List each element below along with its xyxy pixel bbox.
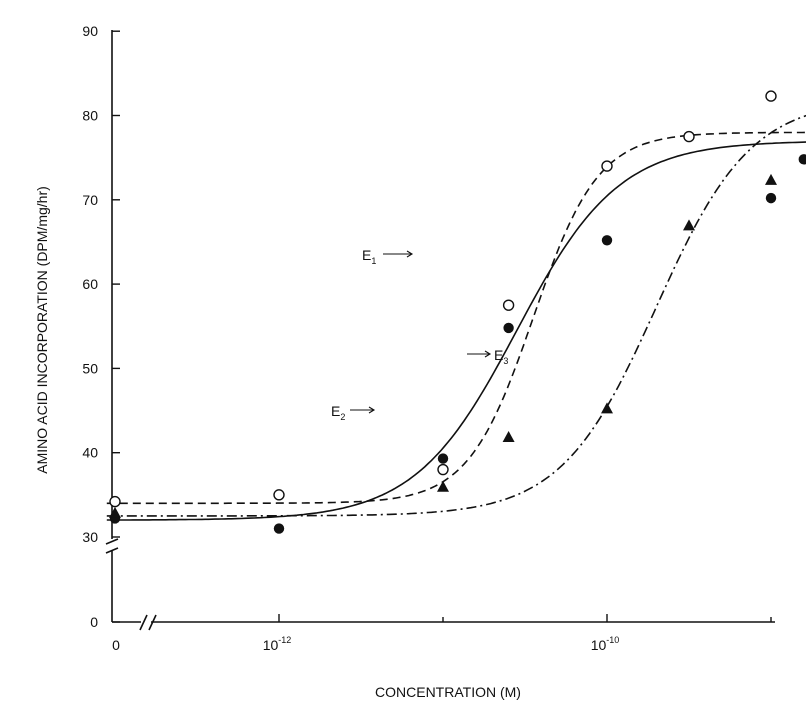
- curve-e1: [106, 131, 806, 505]
- curve-label-subscript: 3: [503, 356, 508, 366]
- y-axis-break-mark-upper: [105, 538, 119, 545]
- y-tick-label: 60: [82, 276, 98, 292]
- labels: CONCENTRATION (M) AMINO ACID INCORPORATIO…: [34, 186, 521, 700]
- point-e1: [683, 130, 695, 143]
- x-axis-break-mark-left: [139, 614, 148, 631]
- curve-label-e2: E2: [331, 403, 345, 422]
- x-tick-label-origin: 0: [112, 637, 120, 653]
- curve-e3: [106, 114, 806, 517]
- curve-label-arrowhead: [484, 350, 492, 358]
- y-tick-label: 50: [82, 360, 98, 376]
- point-e3: [109, 506, 121, 518]
- curve-e2: [106, 141, 806, 521]
- y-tick-label: 40: [82, 445, 98, 461]
- point-e1: [502, 299, 515, 311]
- point-e2: [601, 235, 613, 246]
- point-e3: [601, 402, 613, 414]
- y-tick-label: 30: [82, 529, 98, 545]
- x-tick-exponent: -10: [606, 635, 619, 645]
- y-tick-label: 90: [82, 23, 98, 39]
- axes: [105, 30, 775, 631]
- curve-label-arrowhead: [406, 250, 414, 258]
- curve-label-e1: E1: [362, 247, 376, 266]
- point-e3: [437, 480, 449, 492]
- curve-label-subscript: 1: [371, 256, 376, 266]
- x-axis-title: CONCENTRATION (M): [375, 684, 521, 700]
- y-tick-label: 80: [82, 108, 98, 124]
- point-e3: [683, 219, 695, 231]
- point-e3: [765, 173, 777, 185]
- y-axis-title: AMINO ACID INCORPORATION (DPM/mg/hr): [34, 186, 50, 474]
- point-e2: [798, 154, 806, 165]
- x-tick-label: 10-12: [263, 635, 292, 653]
- point-e1: [273, 489, 285, 501]
- point-e2: [765, 192, 777, 204]
- fitted-curves: [106, 114, 806, 521]
- point-e1: [601, 160, 613, 172]
- x-tick-label: 10-10: [591, 635, 620, 653]
- point-e2: [503, 322, 514, 334]
- data-markers: [109, 90, 806, 534]
- point-e1: [765, 90, 777, 102]
- y-tick-label: 0: [90, 614, 98, 630]
- point-e2: [437, 453, 449, 464]
- curve-label-subscript: 2: [340, 412, 345, 422]
- point-e3: [502, 431, 515, 443]
- y-tick-label: 70: [82, 192, 98, 208]
- point-e1: [437, 463, 449, 476]
- curve-label-arrowhead: [368, 406, 376, 414]
- x-tick-exponent: -12: [278, 635, 291, 645]
- point-e2: [273, 523, 285, 534]
- point-e1: [109, 495, 121, 508]
